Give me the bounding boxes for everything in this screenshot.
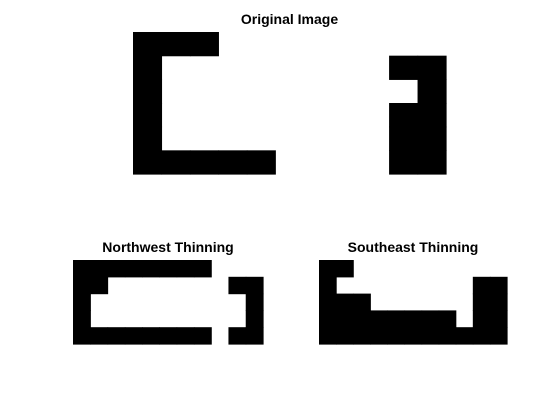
pixel-block	[417, 79, 447, 104]
pixel-block	[417, 150, 447, 175]
pixel-block	[73, 293, 91, 311]
pixel-block	[73, 310, 91, 328]
pixel-block	[245, 310, 264, 328]
pixel-block	[124, 260, 143, 278]
pixel-block	[189, 32, 219, 57]
pixel-block	[142, 327, 160, 345]
pixel-block	[189, 150, 219, 175]
pixel-block	[353, 293, 371, 311]
pixel-block	[193, 327, 212, 345]
pixel-block	[228, 276, 247, 295]
pixel-block	[73, 260, 91, 278]
pixel-block	[133, 32, 163, 57]
pixel-block	[472, 310, 491, 328]
pixel-block	[90, 276, 109, 295]
northwest-thinning-canvas	[73, 260, 264, 345]
pixel-block	[107, 327, 126, 345]
pixel-block	[472, 293, 491, 311]
pixel-block	[176, 260, 195, 278]
pixel-block	[133, 55, 163, 80]
pixel-block	[336, 260, 354, 278]
pixel-block	[133, 126, 163, 151]
pixel-block	[489, 276, 508, 295]
pixel-block	[107, 260, 126, 278]
pixel-block	[319, 327, 337, 345]
pixel-block	[387, 327, 406, 345]
pixel-block	[319, 310, 337, 328]
pixel-block	[438, 310, 457, 328]
pixel-block	[161, 32, 191, 57]
pixel-block	[193, 260, 212, 278]
pixel-block	[218, 150, 248, 175]
pixel-block	[245, 293, 264, 311]
pixel-block	[421, 327, 440, 345]
original-image-title: Original Image	[240, 11, 339, 27]
pixel-block	[176, 327, 195, 345]
pixel-block	[389, 55, 419, 80]
pixel-block	[319, 276, 337, 295]
original-image-canvas	[133, 32, 447, 175]
pixel-block	[245, 276, 264, 295]
pixel-block	[133, 103, 163, 128]
pixel-block	[228, 327, 247, 345]
pixel-block	[489, 310, 508, 328]
pixel-block	[438, 327, 457, 345]
pixel-block	[246, 150, 276, 175]
pixel-block	[455, 327, 474, 345]
pixel-block	[421, 310, 440, 328]
pixel-block	[133, 150, 163, 175]
pixel-block	[389, 126, 419, 151]
pixel-block	[389, 103, 419, 128]
pixel-block	[404, 327, 423, 345]
pixel-block	[417, 126, 447, 151]
pixel-block	[336, 310, 354, 328]
pixel-block	[90, 260, 109, 278]
pixel-block	[472, 327, 491, 345]
pixel-block	[90, 327, 109, 345]
pixel-block	[417, 103, 447, 128]
pixel-block	[245, 327, 264, 345]
pixel-block	[142, 260, 160, 278]
pixel-block	[489, 293, 508, 311]
pixel-block	[417, 55, 447, 80]
pixel-block	[336, 293, 354, 311]
pixel-block	[353, 327, 371, 345]
pixel-block	[404, 310, 423, 328]
pixel-block	[336, 327, 354, 345]
pixel-block	[472, 276, 491, 295]
pixel-block	[319, 260, 337, 278]
pixel-block	[73, 276, 91, 295]
pixel-block	[133, 79, 163, 104]
southeast-thinning-canvas	[319, 260, 508, 345]
pixel-block	[319, 293, 337, 311]
pixel-block	[353, 310, 371, 328]
pixel-block	[159, 327, 178, 345]
pixel-block	[73, 327, 91, 345]
pixel-block	[159, 260, 178, 278]
pixel-block	[370, 327, 388, 345]
pixel-block	[389, 150, 419, 175]
pixel-block	[161, 150, 191, 175]
pixel-block	[370, 310, 388, 328]
southeast-thinning-title: Southeast Thinning	[347, 239, 479, 255]
northwest-thinning-title: Northwest Thinning	[102, 239, 234, 255]
pixel-block	[387, 310, 406, 328]
pixel-block	[124, 327, 143, 345]
pixel-block	[489, 327, 508, 345]
